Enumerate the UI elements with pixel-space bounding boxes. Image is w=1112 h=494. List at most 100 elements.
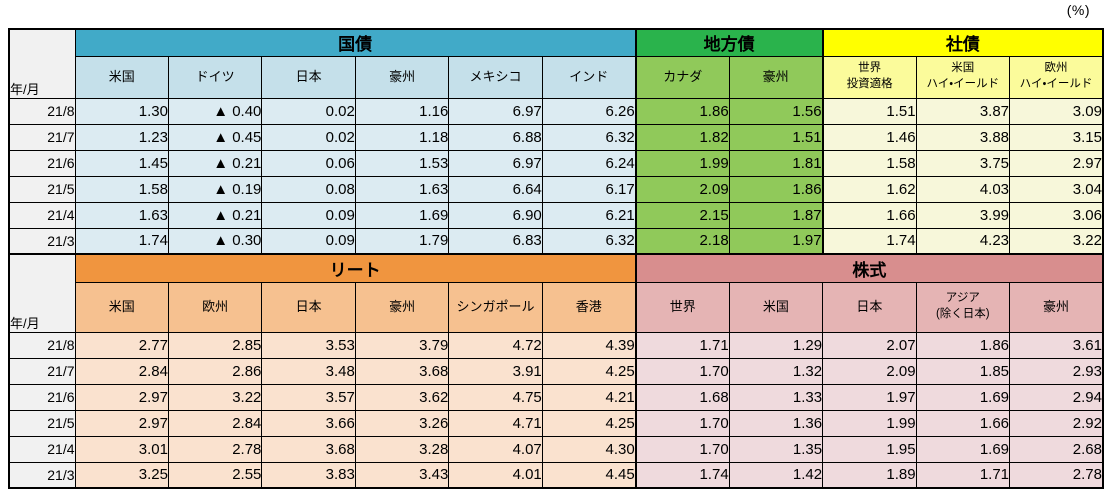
value-cell: 1.70	[634, 409, 730, 437]
group-header-corporate-bonds: 社債	[821, 28, 1104, 57]
value-cell: 1.99	[634, 149, 730, 177]
row-label: 21/6	[8, 149, 76, 177]
value-cell: 3.68	[354, 357, 450, 385]
value-cell: 1.63	[354, 175, 450, 203]
data-row: 21/4 3.01 2.78 3.68 3.28 4.07 4.30 1.70 1.35 1.95…	[8, 435, 1104, 463]
value-cell: 4.75	[448, 383, 543, 411]
value-cell: 1.36	[728, 409, 824, 437]
data-row: 21/4 1.63 ▲ 0.21 0.09 1.69 6.90 6.21 2.15 1.87 1.…	[8, 201, 1104, 229]
data-row: 21/8 1.30 ▲ 0.40 0.02 1.16 6.97 6.26 1.86 1.56 1.…	[8, 97, 1104, 125]
row-label: 21/8	[8, 97, 76, 125]
value-cell: 1.69	[915, 435, 1011, 463]
value-cell: ▲ 0.19	[167, 175, 263, 203]
value-cell: 3.91	[448, 357, 543, 385]
value-cell: 6.26	[541, 97, 637, 125]
value-cell: 2.15	[634, 201, 730, 229]
value-cell: 6.83	[448, 227, 543, 255]
value-cell: 1.71	[634, 331, 730, 359]
value-cell: 3.06	[1009, 201, 1104, 229]
column-header: 米国	[728, 281, 824, 333]
value-cell: 3.22	[167, 383, 263, 411]
value-cell: 2.97	[74, 383, 169, 411]
data-row: 21/5 2.97 2.84 3.66 3.26 4.71 4.25 1.70 1.36 1.99…	[8, 409, 1104, 437]
value-cell: 1.33	[728, 383, 824, 411]
value-cell: 4.07	[448, 435, 543, 463]
data-row: 21/6 2.97 3.22 3.57 3.62 4.75 4.21 1.68 1.33 1.97…	[8, 383, 1104, 411]
value-cell: 1.18	[354, 123, 450, 151]
value-cell: 1.99	[822, 409, 917, 437]
column-header: 豪州	[354, 281, 450, 333]
value-cell: 1.74	[634, 461, 730, 489]
value-cell: 4.72	[448, 331, 543, 359]
value-cell: 3.57	[261, 383, 356, 411]
value-cell: 1.51	[821, 97, 917, 125]
value-cell: 0.02	[261, 97, 356, 125]
row-label: 21/3	[8, 461, 76, 489]
column-header: 豪州	[1009, 281, 1104, 333]
value-cell: 1.42	[728, 461, 824, 489]
value-cell: 1.86	[728, 175, 824, 203]
value-cell: 1.30	[74, 97, 169, 125]
value-cell: 1.70	[634, 435, 730, 463]
bond-yields-table: 年/月 国債 地方債 社債 米国 ドイツ 日本 豪州 メキシコ インド カナダ 豪州 世界 投資…	[8, 28, 1104, 255]
column-header: 豪州	[728, 55, 824, 99]
value-cell: 1.29	[728, 331, 824, 359]
column-header: シンガポール	[448, 281, 543, 333]
value-cell: ▲ 0.21	[167, 201, 263, 229]
value-cell: 6.32	[541, 227, 637, 255]
value-cell: 2.55	[167, 461, 263, 489]
column-header: 日本	[261, 281, 356, 333]
value-cell: 3.83	[261, 461, 356, 489]
value-cell: 2.84	[167, 409, 263, 437]
value-cell: 1.63	[74, 201, 169, 229]
value-cell: 1.97	[822, 383, 917, 411]
value-cell: 1.74	[74, 227, 169, 255]
value-cell: 3.75	[915, 149, 1011, 177]
value-cell: 1.66	[821, 201, 917, 229]
value-cell: 0.09	[261, 227, 356, 255]
value-cell: 1.69	[354, 201, 450, 229]
value-cell: 3.48	[261, 357, 356, 385]
value-cell: 6.88	[448, 123, 543, 151]
value-cell: 6.97	[448, 97, 543, 125]
value-cell: 6.21	[541, 201, 637, 229]
value-cell: 3.99	[915, 201, 1011, 229]
value-cell: ▲ 0.21	[167, 149, 263, 177]
value-cell: 4.30	[541, 435, 637, 463]
value-cell: 1.58	[821, 149, 917, 177]
value-cell: 6.90	[448, 201, 543, 229]
value-cell: 1.74	[821, 227, 917, 255]
value-cell: 6.17	[541, 175, 637, 203]
value-cell: 3.09	[1009, 97, 1104, 125]
row-header-label: 年/月	[8, 253, 76, 333]
value-cell: 3.62	[354, 383, 450, 411]
column-header: 米国	[74, 55, 169, 99]
value-cell: 1.46	[821, 123, 917, 151]
value-cell: 4.45	[541, 461, 637, 489]
value-cell: 4.01	[448, 461, 543, 489]
value-cell: 2.86	[167, 357, 263, 385]
value-cell: 1.70	[634, 357, 730, 385]
column-header: 香港	[541, 281, 637, 333]
value-cell: 0.09	[261, 201, 356, 229]
value-cell: 1.81	[728, 149, 824, 177]
value-cell: 3.26	[354, 409, 450, 437]
value-cell: 3.61	[1009, 331, 1104, 359]
group-header-municipal-bonds: 地方債	[634, 28, 824, 57]
row-label: 21/4	[8, 435, 76, 463]
value-cell: 1.69	[915, 383, 1011, 411]
column-header: 世界	[634, 281, 730, 333]
value-cell: 2.78	[1009, 461, 1104, 489]
value-cell: 1.23	[74, 123, 169, 151]
column-header-row: 米国 ドイツ 日本 豪州 メキシコ インド カナダ 豪州 世界 投資適格 米国 ハイ・イールド 欧州…	[9, 55, 1104, 99]
value-cell: 3.15	[1009, 123, 1104, 151]
value-cell: 3.66	[261, 409, 356, 437]
column-header: カナダ	[634, 55, 730, 99]
column-header: 日本	[822, 281, 917, 333]
group-header-row: 年/月 国債 地方債 社債	[8, 28, 1104, 99]
row-label: 21/8	[8, 331, 76, 359]
value-cell: 2.94	[1009, 383, 1104, 411]
value-cell: 3.04	[1009, 175, 1104, 203]
value-cell: 6.32	[541, 123, 637, 151]
